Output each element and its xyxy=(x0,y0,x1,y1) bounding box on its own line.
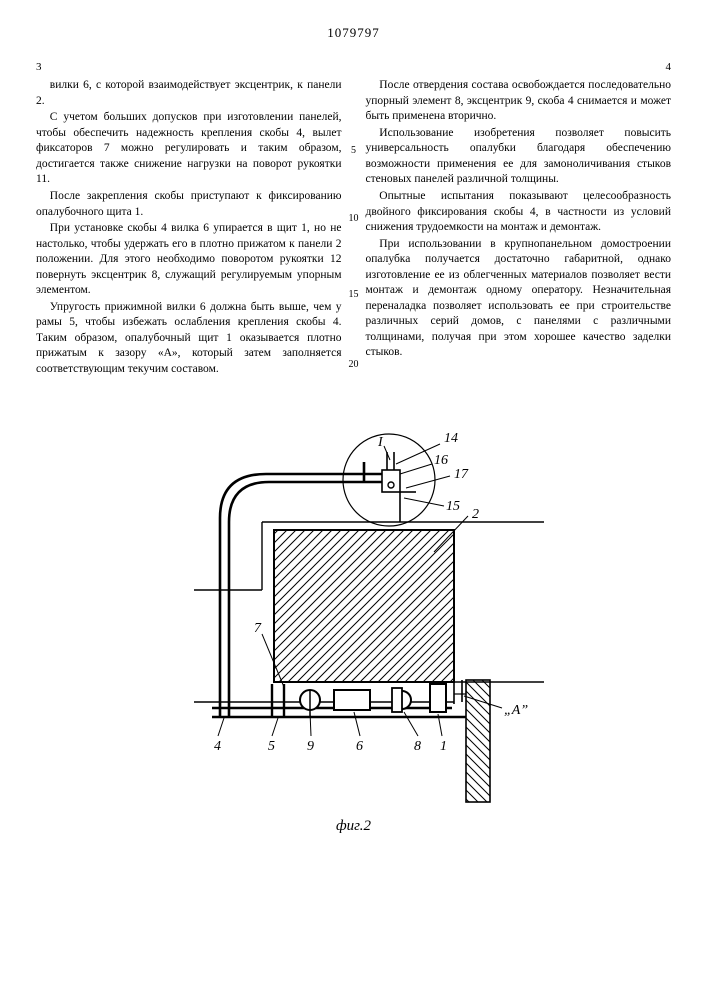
svg-text:6: 6 xyxy=(356,739,363,754)
right-column: 4 После отвердения состава освобождается… xyxy=(366,60,672,379)
left-p5: Упругость прижимной вилки 6 должна быть … xyxy=(36,300,342,378)
figure-container: I 14 16 17 15 2 7 4 5 9 6 8 1 „A” xyxy=(36,422,671,812)
figure-caption: фиг.2 xyxy=(36,816,671,836)
svg-text:14: 14 xyxy=(444,431,458,446)
right-p4: При использовании в крупнопанельном домо… xyxy=(366,237,672,361)
svg-text:I: I xyxy=(377,435,384,450)
line-num-10: 10 xyxy=(344,212,364,226)
line-num-20: 20 xyxy=(344,358,364,372)
left-p3: После закрепления скобы приступают к фик… xyxy=(36,189,342,220)
svg-text:16: 16 xyxy=(434,453,448,468)
svg-text:17: 17 xyxy=(454,467,469,482)
left-column: 3 вилки 6, с которой взаимодействует экс… xyxy=(36,60,342,379)
document-number: 1079797 xyxy=(36,24,671,42)
left-p4: При установке скобы 4 вилка 6 упирается … xyxy=(36,221,342,299)
right-p2: Использование изобретения позволяет повы… xyxy=(366,126,672,188)
svg-text:4: 4 xyxy=(214,739,221,754)
text-columns: 5 10 15 20 3 вилки 6, с которой взаимоде… xyxy=(36,60,671,379)
svg-text:9: 9 xyxy=(307,739,314,754)
svg-text:„A”: „A” xyxy=(504,703,528,718)
left-p2: С учетом больших допусков при изготовлен… xyxy=(36,110,342,188)
figure-2-diagram: I 14 16 17 15 2 7 4 5 9 6 8 1 „A” xyxy=(134,422,574,812)
left-p1: вилки 6, с которой взаимодействует эксце… xyxy=(36,78,342,109)
svg-text:2: 2 xyxy=(472,507,479,522)
right-col-page-num: 4 xyxy=(366,60,672,75)
right-p1: После отвердения состава освобождается п… xyxy=(366,78,672,125)
svg-text:7: 7 xyxy=(254,621,262,636)
line-num-15: 15 xyxy=(344,288,364,302)
line-num-5: 5 xyxy=(344,144,364,158)
svg-text:1: 1 xyxy=(440,739,447,754)
svg-text:15: 15 xyxy=(446,499,460,514)
left-col-page-num: 3 xyxy=(36,60,342,75)
svg-text:5: 5 xyxy=(268,739,275,754)
right-p3: Опытные испытания показывают целесообраз… xyxy=(366,189,672,236)
svg-text:8: 8 xyxy=(414,739,421,754)
